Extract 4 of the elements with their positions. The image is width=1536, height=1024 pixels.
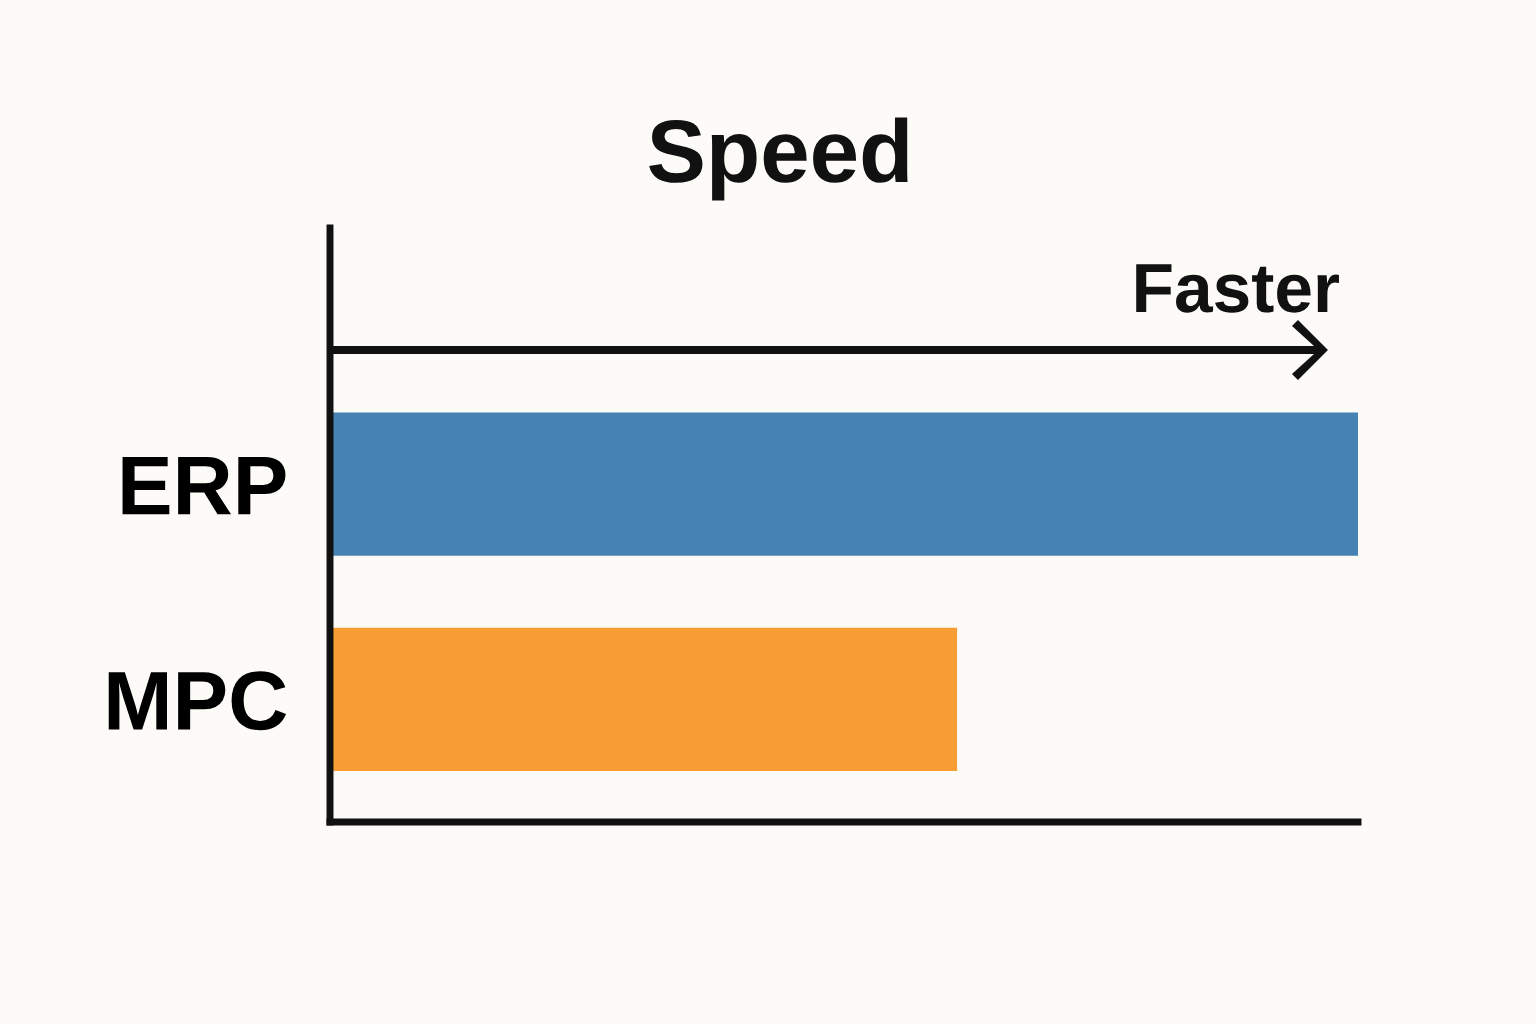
chart-title: Speed bbox=[649, 117, 908, 201]
y-tick-label: ERP bbox=[122, 456, 286, 515]
annotation: Faster bbox=[1136, 264, 1339, 313]
y-tick-label: MPC bbox=[108, 671, 287, 731]
